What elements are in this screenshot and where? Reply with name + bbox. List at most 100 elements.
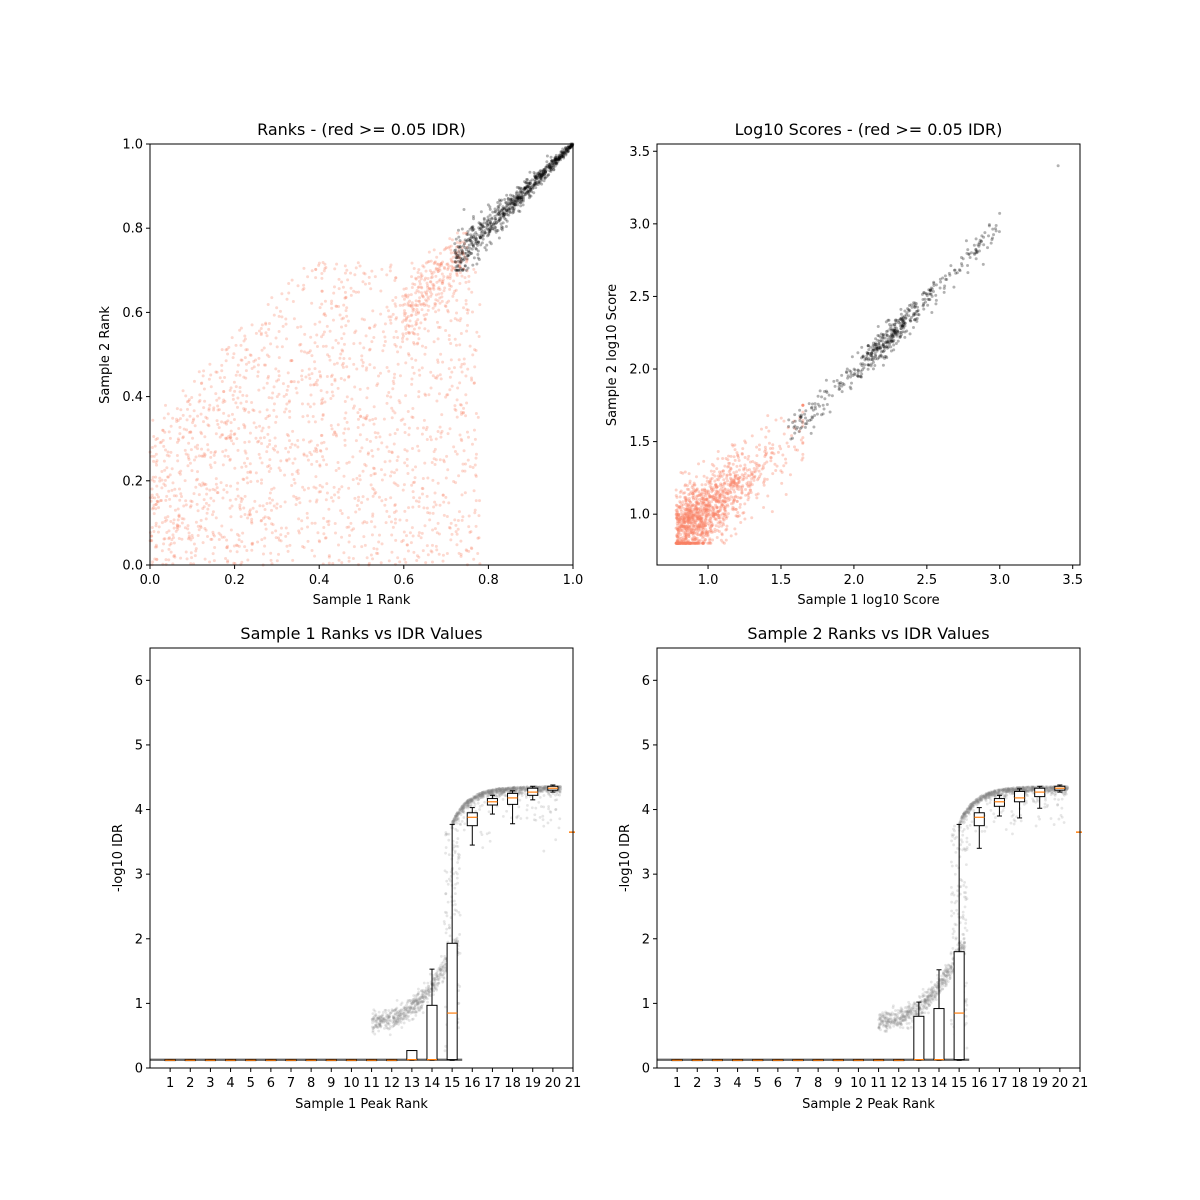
fail-point — [209, 537, 213, 541]
fail-point — [263, 515, 267, 519]
fail-point — [371, 309, 375, 313]
fail-point — [150, 446, 154, 450]
fail-point — [401, 538, 405, 542]
pass-point — [878, 354, 882, 358]
fail-point — [222, 411, 226, 415]
fail-point — [463, 242, 467, 246]
fail-point — [720, 502, 724, 506]
fail-point — [461, 250, 465, 254]
fail-point — [449, 251, 453, 255]
fail-point — [225, 347, 229, 351]
fail-point — [390, 406, 394, 410]
fail-point — [470, 442, 474, 446]
fail-point — [417, 299, 421, 303]
fail-point — [189, 562, 193, 566]
fail-point — [403, 422, 407, 426]
pass-point — [466, 230, 470, 234]
pass-point — [856, 375, 860, 379]
fail-point — [680, 509, 684, 513]
fail-point — [315, 448, 319, 452]
fail-point — [412, 327, 416, 331]
fail-point — [194, 485, 198, 489]
fail-point — [424, 292, 428, 296]
fail-point — [458, 403, 462, 407]
fail-point — [715, 467, 719, 471]
fail-point — [258, 504, 262, 508]
fail-point — [444, 476, 448, 480]
pass-point — [491, 210, 495, 214]
fail-point — [327, 554, 331, 558]
fail-point — [456, 519, 460, 523]
pass-point — [813, 405, 817, 409]
fail-point — [314, 267, 318, 271]
fail-point — [283, 500, 287, 504]
fail-point — [235, 437, 239, 441]
fail-point — [342, 431, 346, 435]
fail-point — [746, 492, 750, 496]
fail-point — [420, 291, 424, 295]
fail-point — [272, 313, 276, 317]
fail-point — [228, 506, 232, 510]
pass-point — [463, 264, 467, 268]
fail-point — [465, 269, 469, 273]
fail-point — [416, 341, 420, 345]
pass-point — [472, 256, 476, 260]
fail-point — [351, 557, 355, 561]
fail-point — [321, 397, 325, 401]
pass-point — [519, 195, 523, 199]
fail-point — [245, 348, 249, 352]
fail-point — [417, 310, 421, 314]
fail-point — [337, 466, 341, 470]
fail-point — [259, 327, 263, 331]
fail-point — [314, 500, 318, 504]
fail-point — [358, 387, 362, 391]
fail-point — [436, 299, 440, 303]
pass-point — [818, 389, 822, 393]
fail-point — [438, 425, 442, 429]
fail-point — [687, 496, 691, 500]
fail-point — [360, 501, 364, 505]
fail-point — [154, 543, 158, 547]
fail-point — [167, 547, 171, 551]
pass-point — [791, 420, 795, 424]
fail-point — [383, 503, 387, 507]
fail-point — [426, 476, 430, 480]
fail-point — [408, 331, 412, 335]
fail-point — [322, 269, 326, 273]
pass-point — [553, 164, 557, 168]
fail-point — [401, 336, 405, 340]
fail-point — [343, 416, 347, 420]
fail-point — [277, 536, 281, 540]
fail-point — [186, 537, 190, 541]
fail-point — [722, 478, 726, 482]
fail-point — [716, 457, 720, 461]
fail-point — [246, 558, 250, 562]
pass-point — [466, 246, 470, 250]
pass-point — [909, 303, 913, 307]
fail-point — [425, 299, 429, 303]
fail-point — [323, 267, 327, 271]
fail-point — [163, 484, 167, 488]
pass-point — [504, 225, 508, 229]
fail-point — [749, 490, 753, 494]
fail-point — [178, 417, 182, 421]
pass-point — [787, 418, 791, 422]
pass-point — [459, 266, 463, 270]
fail-point — [376, 431, 380, 435]
fail-point — [284, 317, 288, 321]
fail-point — [367, 561, 371, 565]
fail-point — [688, 501, 692, 505]
fail-point — [407, 324, 411, 328]
fail-point — [187, 430, 191, 434]
pass-point — [466, 266, 470, 270]
fail-point — [459, 260, 463, 264]
fail-point — [684, 529, 688, 533]
fail-point — [215, 486, 219, 490]
fail-point — [290, 483, 294, 487]
fail-point — [455, 271, 459, 275]
fail-point — [308, 405, 312, 409]
pass-point — [488, 207, 492, 211]
x-tick-label: 1.0 — [563, 573, 584, 588]
fail-point — [720, 533, 724, 537]
